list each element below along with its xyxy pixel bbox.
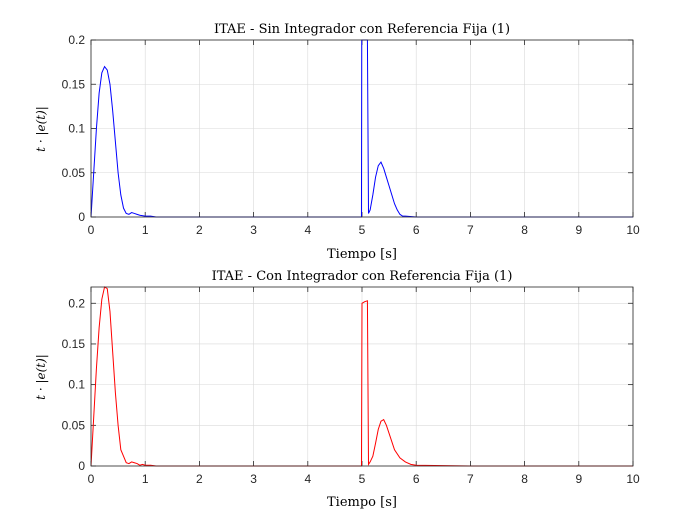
x-tick-label: 10: [626, 223, 640, 237]
x-tick-label: 9: [575, 472, 582, 486]
x-tick-label: 5: [359, 472, 366, 486]
x-tick-label: 5: [359, 223, 366, 237]
x-tick-label: 10: [626, 472, 640, 486]
x-tick-labels: 0 1 2 3 4 5 6 7 8 9 10: [88, 223, 640, 237]
axes-box: [90, 286, 634, 467]
x-tick-label: 7: [467, 223, 474, 237]
x-tick-label: 0: [88, 223, 95, 237]
x-tick-label: 8: [521, 472, 528, 486]
y-tick-labels: 0 0.05 0.1 0.15 0.2: [62, 296, 86, 473]
y-tick-label: 0.15: [62, 337, 86, 351]
chart-title: ITAE - Sin Integrador con Referencia Fij…: [214, 22, 510, 37]
y-tick-label: 0: [78, 210, 85, 224]
x-tick-label: 8: [521, 223, 528, 237]
x-tick-label: 6: [413, 472, 420, 486]
y-tick-label: 0.2: [68, 33, 85, 47]
x-tick-label: 0: [88, 472, 95, 486]
x-tick-labels: 0 1 2 3 4 5 6 7 8 9 10: [88, 472, 640, 486]
y-tick-label: 0: [78, 459, 85, 473]
y-tick-labels: 0 0.05 0.1 0.15 0.2: [62, 33, 86, 224]
x-tick-label: 7: [467, 472, 474, 486]
y-tick-label: 0.1: [68, 122, 85, 136]
y-tick-label: 0.05: [62, 166, 86, 180]
y-axis-label: t · |e(t)|: [34, 106, 48, 152]
x-tick-label: 9: [575, 223, 582, 237]
y-tick-label: 0.15: [62, 77, 86, 91]
subplot-top: ITAE - Sin Integrador con Referencia Fij…: [34, 22, 640, 262]
y-tick-label: 0.05: [62, 418, 86, 432]
chart-title: ITAE - Con Integrador con Referencia Fij…: [212, 269, 513, 284]
x-tick-label: 1: [142, 223, 149, 237]
x-tick-label: 3: [250, 223, 257, 237]
y-tick-label: 0.1: [68, 378, 85, 392]
subplot-bottom: ITAE - Con Integrador con Referencia Fij…: [34, 269, 640, 510]
axes-box: [90, 39, 634, 218]
x-tick-label: 4: [304, 472, 311, 486]
x-tick-label: 6: [413, 223, 420, 237]
x-axis-label: Tiempo [s]: [327, 495, 397, 510]
y-axis-label: t · |e(t)|: [34, 354, 48, 400]
x-tick-label: 1: [142, 472, 149, 486]
x-axis-label: Tiempo [s]: [327, 247, 397, 262]
x-tick-label: 4: [304, 223, 311, 237]
x-tick-label: 3: [250, 472, 257, 486]
x-tick-label: 2: [196, 223, 203, 237]
y-tick-label: 0.2: [68, 296, 85, 310]
x-tick-label: 2: [196, 472, 203, 486]
